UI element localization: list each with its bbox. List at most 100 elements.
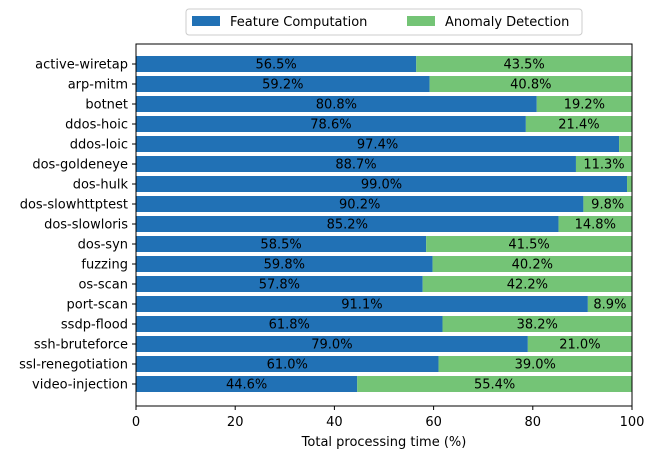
bar-label-feature-dos-hulk: 99.0%	[361, 178, 402, 193]
y-tick-label-ddos-loic: ddos-loic	[70, 138, 128, 153]
bar-feature-ddos-hoic	[136, 116, 526, 132]
bar-anomaly-port-scan	[587, 296, 632, 312]
bar-label-feature-os-scan: 57.8%	[259, 278, 300, 293]
bar-label-anomaly-os-scan: 42.2%	[507, 278, 548, 293]
bar-label-feature-dos-goldeneye: 88.7%	[335, 158, 376, 173]
x-tick-label-0: 0	[132, 415, 140, 430]
bar-label-anomaly-arp-mitm: 40.8%	[510, 78, 551, 93]
y-tick-label-botnet: botnet	[85, 98, 128, 113]
bar-feature-dos-goldeneye	[136, 156, 576, 172]
y-tick-label-dos-slowloris: dos-slowloris	[44, 218, 128, 233]
bar-label-anomaly-dos-slowloris: 14.8%	[575, 218, 616, 233]
bar-label-anomaly-ssdp-flood: 38.2%	[517, 318, 558, 333]
y-tick-label-ssh-bruteforce: ssh-bruteforce	[34, 338, 128, 353]
legend: Feature Computation Anomaly Detection	[185, 8, 583, 36]
y-tick-label-port-scan: port-scan	[67, 298, 128, 313]
bar-feature-dos-slowhttptest	[136, 196, 584, 212]
bar-label-feature-video-injection: 44.6%	[226, 378, 267, 393]
bar-label-feature-active-wiretap: 56.5%	[255, 58, 296, 73]
legend-label-feature: Feature Computation	[230, 15, 367, 30]
bar-label-feature-ssh-bruteforce: 79.0%	[311, 338, 352, 353]
y-tick-label-dos-goldeneye: dos-goldeneye	[32, 158, 128, 173]
bar-label-feature-fuzzing: 59.8%	[264, 258, 305, 273]
bar-label-anomaly-active-wiretap: 43.5%	[503, 58, 544, 73]
bar-label-anomaly-botnet: 19.2%	[564, 98, 605, 113]
bar-anomaly-dos-slowloris	[558, 216, 632, 232]
y-tick-label-active-wiretap: active-wiretap	[35, 58, 128, 73]
legend-box	[185, 8, 583, 36]
y-tick-label-dos-slowhttptest: dos-slowhttptest	[20, 198, 128, 213]
bar-label-anomaly-dos-goldeneye: 11.3%	[583, 158, 624, 173]
bar-feature-dos-hulk	[136, 176, 628, 192]
bar-label-feature-port-scan: 91.1%	[341, 298, 382, 313]
bar-label-anomaly-ssl-renegotiation: 39.0%	[515, 358, 556, 373]
y-tick-label-dos-syn: dos-syn	[78, 238, 128, 253]
bar-feature-dos-slowloris	[136, 216, 559, 232]
bar-anomaly-botnet	[536, 96, 632, 112]
bar-feature-arp-mitm	[136, 76, 430, 92]
x-tick-label-40: 40	[326, 415, 343, 430]
bar-label-anomaly-video-injection: 55.4%	[474, 378, 515, 393]
bar-anomaly-dos-slowhttptest	[583, 196, 632, 212]
y-tick-label-ddos-hoic: ddos-hoic	[65, 118, 128, 133]
bar-feature-ddos-loic	[136, 136, 620, 152]
bar-label-anomaly-port-scan: 8.9%	[593, 298, 626, 313]
bar-anomaly-ddos-loic	[619, 136, 632, 152]
y-tick-label-video-injection: video-injection	[32, 378, 128, 393]
bar-anomaly-ssdp-flood	[442, 316, 632, 332]
bar-label-anomaly-ddos-hoic: 21.4%	[558, 118, 599, 133]
x-tick-label-80: 80	[525, 415, 542, 430]
bar-label-feature-ddos-loic: 97.4%	[357, 138, 398, 153]
bar-anomaly-ssl-renegotiation	[438, 356, 632, 372]
x-tick-label-20: 20	[227, 415, 244, 430]
axes-frame	[135, 43, 633, 407]
y-tick-label-fuzzing: fuzzing	[81, 258, 128, 273]
y-tick-label-os-scan: os-scan	[78, 278, 128, 293]
x-axis-ticks: 0 20 40 60 80 100	[132, 406, 645, 430]
bar-feature-botnet	[136, 96, 537, 112]
y-tick-label-dos-hulk: dos-hulk	[73, 178, 129, 193]
bar-feature-ssdp-flood	[136, 316, 443, 332]
bar-anomaly-dos-syn	[426, 236, 632, 252]
y-tick-label-arp-mitm: arp-mitm	[68, 78, 128, 93]
bar-feature-os-scan	[136, 276, 423, 292]
bar-label-feature-ssdp-flood: 61.8%	[269, 318, 310, 333]
bar-feature-ssl-renegotiation	[136, 356, 439, 372]
bar-anomaly-arp-mitm	[429, 76, 632, 92]
bar-label-anomaly-dos-syn: 41.5%	[508, 238, 549, 253]
bar-feature-active-wiretap	[136, 56, 417, 72]
bar-feature-fuzzing	[136, 256, 433, 272]
bar-label-anomaly-fuzzing: 40.2%	[512, 258, 553, 273]
x-tick-label-60: 60	[425, 415, 442, 430]
bar-feature-ssh-bruteforce	[136, 336, 528, 352]
bar-label-feature-ssl-renegotiation: 61.0%	[267, 358, 308, 373]
bar-anomaly-ddos-hoic	[525, 116, 632, 132]
bar-feature-dos-syn	[136, 236, 427, 252]
x-axis-label: Total processing time (%)	[301, 435, 467, 450]
x-tick-label-100: 100	[620, 415, 645, 430]
legend-swatch-feature	[192, 16, 220, 26]
legend-label-anomaly: Anomaly Detection	[445, 15, 569, 30]
bar-label-feature-dos-slowhttptest: 90.2%	[339, 198, 380, 213]
bar-anomaly-os-scan	[422, 276, 632, 292]
bar-label-feature-arp-mitm: 59.2%	[262, 78, 303, 93]
bars-layer: 56.5% 43.5% 59.2% 40.8% 80.8% 19.2% 78.6% 21.4%…	[136, 56, 632, 393]
bar-anomaly-fuzzing	[432, 256, 632, 272]
bar-label-feature-ddos-hoic: 78.6%	[310, 118, 351, 133]
bar-feature-port-scan	[136, 296, 588, 312]
y-tick-labels: active-wiretap arp-mitm botnet ddos-hoic ddo…	[19, 58, 136, 393]
y-tick-label-ssdp-flood: ssdp-flood	[61, 318, 128, 333]
bar-label-anomaly-ssh-bruteforce: 21.0%	[559, 338, 600, 353]
bar-anomaly-active-wiretap	[416, 56, 632, 72]
bar-label-feature-dos-slowloris: 85.2%	[327, 218, 368, 233]
legend-swatch-anomaly	[407, 16, 435, 26]
y-tick-label-ssl-renegotiation: ssl-renegotiation	[19, 358, 128, 373]
bar-label-feature-botnet: 80.8%	[316, 98, 357, 113]
bar-label-feature-dos-syn: 58.5%	[260, 238, 301, 253]
bar-label-anomaly-dos-slowhttptest: 9.8%	[591, 198, 624, 213]
bar-anomaly-ssh-bruteforce	[527, 336, 632, 352]
bar-feature-video-injection	[136, 376, 358, 392]
bar-anomaly-video-injection	[357, 376, 632, 392]
bar-anomaly-dos-hulk	[627, 176, 632, 192]
